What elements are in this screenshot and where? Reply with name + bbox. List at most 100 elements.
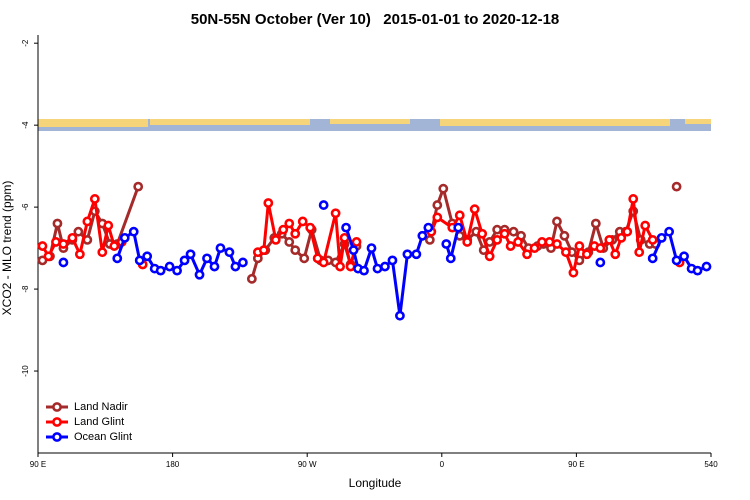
data-point — [395, 310, 405, 321]
data-point — [438, 183, 449, 194]
y-tick-label: -8 — [21, 285, 30, 293]
data-point — [359, 265, 369, 276]
data-point — [37, 241, 48, 251]
legend-label: Land Nadir — [74, 401, 128, 413]
data-point — [552, 216, 562, 227]
data-point — [445, 253, 456, 264]
data-point — [202, 253, 212, 264]
land-strip — [685, 119, 711, 124]
x-tick-label: 0 — [440, 460, 445, 469]
data-point — [330, 208, 341, 219]
data-point — [372, 263, 383, 274]
data-point — [622, 226, 633, 237]
land-strip — [150, 119, 310, 125]
data-point — [424, 235, 435, 245]
data-point — [74, 249, 85, 260]
data-point — [552, 239, 562, 249]
data-point — [581, 249, 592, 260]
land-strip — [440, 119, 670, 126]
data-point — [462, 237, 473, 247]
data-point — [348, 245, 359, 256]
data-point — [432, 212, 443, 223]
y-tick-label: -6 — [21, 203, 30, 211]
data-point — [224, 247, 235, 258]
legend-marker — [52, 402, 62, 412]
data-point — [499, 228, 510, 239]
data-point — [529, 243, 540, 253]
data-point — [263, 198, 274, 208]
data-point — [477, 228, 488, 239]
data-point — [270, 235, 281, 245]
data-point — [671, 181, 682, 192]
data-point — [237, 257, 248, 268]
data-point — [128, 226, 139, 237]
data-point — [134, 255, 145, 266]
data-point — [103, 220, 114, 231]
data-point — [656, 232, 667, 243]
data-point — [671, 255, 682, 266]
data-point — [109, 241, 120, 251]
data-point — [595, 243, 606, 253]
data-point — [58, 239, 69, 249]
data-point — [305, 222, 316, 233]
legend-marker — [52, 432, 62, 442]
x-tick-label: 90 E — [568, 460, 584, 469]
data-point — [52, 218, 63, 229]
data-point — [366, 243, 377, 253]
data-point — [97, 247, 108, 258]
legend-label: Ocean Glint — [74, 431, 132, 443]
data-point — [441, 239, 452, 249]
data-point — [423, 222, 434, 233]
y-tick-label: -4 — [21, 121, 30, 129]
legend-marker — [52, 417, 62, 427]
data-point — [647, 253, 658, 264]
data-point — [82, 216, 93, 227]
x-axis-label: Longitude — [349, 476, 402, 490]
data-point — [432, 200, 443, 210]
data-point — [179, 255, 190, 266]
data-point — [185, 249, 196, 260]
data-point — [58, 257, 69, 268]
data-point — [505, 241, 516, 251]
data-point — [194, 269, 205, 280]
data-point — [380, 261, 390, 272]
data-point — [604, 235, 615, 245]
data-point — [640, 220, 651, 231]
land-strip — [330, 119, 410, 124]
data-point — [318, 257, 329, 268]
data-point — [335, 261, 346, 272]
data-point — [284, 237, 295, 247]
data-point — [67, 232, 78, 243]
data-point — [492, 235, 503, 245]
y-axis-label: XCO2 - MLO trend (ppm) — [0, 181, 14, 316]
data-point — [628, 194, 639, 204]
chart-title: 50N-55N October (Ver 10) 2015-01-01 to 2… — [191, 11, 560, 28]
data-point — [522, 249, 532, 260]
data-point — [112, 253, 123, 264]
data-point — [647, 235, 658, 245]
legend-label: Land Glint — [74, 416, 124, 428]
land-strip — [38, 119, 148, 127]
data-point — [209, 261, 220, 272]
data-point — [155, 265, 166, 276]
data-point — [634, 247, 645, 258]
data-point — [559, 230, 570, 241]
data-point — [610, 249, 621, 260]
data-point — [508, 226, 519, 237]
data-point — [43, 251, 54, 262]
data-point — [574, 241, 585, 251]
data-point — [142, 251, 153, 262]
data-point — [246, 273, 257, 284]
x-tick-label: 540 — [704, 460, 718, 469]
data-point — [590, 218, 601, 229]
data-point — [561, 247, 571, 258]
data-point — [537, 237, 547, 247]
data-point — [172, 265, 182, 276]
data-point — [616, 232, 627, 243]
data-point — [215, 243, 226, 253]
data-point — [595, 257, 606, 268]
y-tick-label: -2 — [21, 39, 30, 47]
data-point — [417, 230, 428, 241]
y-tick-label: -10 — [21, 365, 30, 377]
data-point — [318, 200, 329, 210]
